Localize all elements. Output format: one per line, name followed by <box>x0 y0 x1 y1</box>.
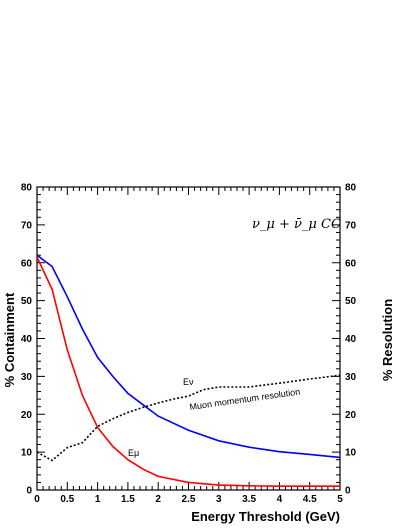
y2-tick-label: 20 <box>345 410 357 421</box>
y2-tick-label: 40 <box>345 334 357 345</box>
x-tick-label: 0 <box>34 494 40 505</box>
y-tick-label: 30 <box>21 372 33 383</box>
y2-tick-label: 80 <box>345 183 357 194</box>
x-tick-label: 2 <box>155 494 161 505</box>
y2-tick-label: 0 <box>345 486 351 497</box>
plot-frame <box>36 186 341 491</box>
x-tick-label: 4 <box>277 494 283 505</box>
x-tick-label: 1.5 <box>121 494 135 505</box>
enu-label: Eν <box>183 377 194 387</box>
muon-resolution-label: Muon momentum resolution <box>189 387 301 412</box>
x-tick-label: 3 <box>216 494 222 505</box>
y2-axis-label: % Resolution <box>380 299 395 381</box>
x-tick-label: 1 <box>95 494 101 505</box>
series-line-2 <box>36 374 341 462</box>
x-tick-label: 3.5 <box>242 494 256 505</box>
x-tick-label: 2.5 <box>182 494 196 505</box>
series-line-1 <box>36 256 340 487</box>
y-tick-label: 80 <box>21 183 33 194</box>
y-tick-label: 50 <box>21 296 33 307</box>
x-tick-label: 0.5 <box>60 494 74 505</box>
emu-label: Eμ <box>128 448 139 458</box>
x-axis-label: Energy Threshold (GeV) <box>191 509 340 524</box>
series-line-0 <box>36 254 341 459</box>
y-tick-label: 20 <box>21 410 33 421</box>
y-tick-label: 10 <box>21 448 33 459</box>
y-tick-label: 0 <box>26 486 32 497</box>
y-tick-label: 70 <box>21 220 33 231</box>
y2-tick-label: 10 <box>345 448 357 459</box>
y2-tick-label: 70 <box>345 220 357 231</box>
y2-tick-label: 50 <box>345 296 357 307</box>
y2-tick-label: 30 <box>345 372 357 383</box>
x-tick-label: 5 <box>337 494 343 505</box>
series-lines <box>36 254 341 487</box>
plot-border <box>36 186 341 491</box>
y-tick-label: 60 <box>21 258 33 269</box>
y-tick-label: 40 <box>21 334 33 345</box>
y-axis-label: % Containment <box>2 292 17 387</box>
x-tick-label: 4.5 <box>303 494 317 505</box>
reaction-annotation: ν_μ + ν̄_μ CC <box>252 217 341 232</box>
y2-tick-label: 60 <box>345 258 357 269</box>
